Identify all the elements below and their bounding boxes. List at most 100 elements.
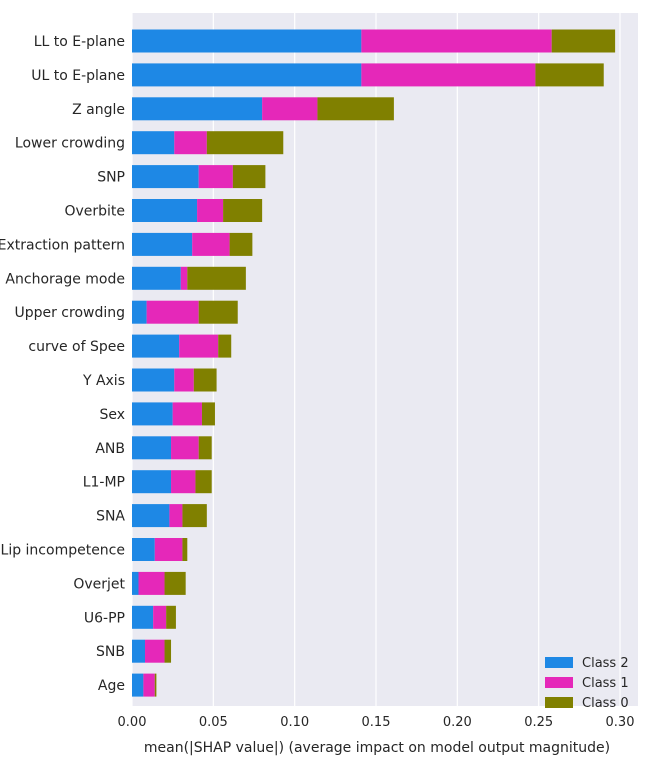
bar-class-1 — [153, 605, 167, 629]
bar-class-0 — [206, 131, 284, 155]
y-tick-label: Lip incompetence — [1, 543, 125, 559]
bars-group — [132, 29, 616, 697]
bar-class-0 — [154, 673, 157, 697]
x-tick-label: 0.05 — [199, 715, 228, 730]
bar-class-1 — [171, 436, 199, 460]
y-tick-label: curve of Spee — [28, 339, 125, 355]
y-tick-label: SNP — [97, 170, 125, 186]
bar-class-2 — [132, 673, 144, 697]
y-tick-label: L1-MP — [83, 475, 125, 491]
y-tick-label: Anchorage mode — [5, 271, 125, 287]
bar-class-1 — [169, 504, 183, 528]
y-tick-label: SNB — [96, 644, 125, 660]
bar-class-2 — [132, 436, 172, 460]
y-tick-label: Y Axis — [82, 373, 125, 389]
legend: Class 2 Class 1 Class 0 — [545, 656, 629, 711]
bar-class-0 — [166, 605, 176, 629]
bar-class-1 — [192, 232, 230, 256]
bar-class-0 — [232, 165, 266, 189]
bar-class-0 — [182, 538, 188, 561]
legend-swatch — [545, 697, 573, 708]
bar-class-1 — [174, 368, 194, 392]
x-tick-label: 0.10 — [280, 715, 309, 730]
legend-label: Class 2 — [582, 656, 629, 671]
bar-class-0 — [201, 402, 215, 426]
y-tick-label: U6-PP — [84, 610, 125, 626]
bar-class-2 — [132, 131, 175, 155]
legend-swatch — [545, 677, 573, 688]
bar-class-1 — [180, 266, 188, 290]
bar-class-2 — [132, 639, 146, 663]
bar-class-0 — [187, 266, 246, 290]
x-tick-label: 0.00 — [118, 715, 147, 730]
bar-class-1 — [145, 639, 165, 663]
bar-class-0 — [182, 504, 207, 528]
bar-class-0 — [535, 63, 604, 87]
x-tick-label: 0.20 — [443, 715, 472, 730]
bar-class-2 — [132, 29, 362, 53]
bar-class-0 — [164, 571, 186, 595]
bar-class-0 — [317, 97, 394, 121]
bar-class-2 — [132, 63, 362, 87]
y-tick-label: Z angle — [72, 102, 125, 118]
y-tick-label: Lower crowding — [15, 136, 125, 152]
y-tick-label: Extraction pattern — [0, 237, 125, 253]
bar-class-0 — [198, 436, 212, 460]
bar-class-1 — [171, 470, 196, 494]
bar-class-1 — [361, 29, 552, 53]
plot-area — [132, 13, 638, 706]
bar-class-2 — [132, 538, 155, 561]
bar-class-2 — [132, 334, 180, 358]
bar-class-1 — [174, 131, 207, 155]
bar-class-1 — [179, 334, 219, 358]
x-axis-label: mean(|SHAP value|) (average impact on mo… — [144, 740, 610, 756]
bar-class-0 — [229, 232, 253, 256]
bar-class-1 — [143, 673, 155, 697]
gridlines — [131, 13, 621, 706]
bar-class-2 — [132, 97, 263, 121]
bar-class-1 — [138, 571, 165, 595]
x-tick-label: 0.15 — [362, 715, 391, 730]
bar-class-0 — [198, 300, 238, 324]
bar-class-1 — [146, 300, 199, 324]
bar-class-2 — [132, 232, 193, 256]
bar-class-0 — [218, 334, 232, 358]
bar-class-0 — [551, 29, 616, 53]
bar-class-0 — [164, 639, 172, 663]
bar-class-2 — [132, 199, 198, 222]
bar-class-1 — [198, 165, 233, 189]
y-tick-label: Age — [98, 678, 125, 694]
bar-class-2 — [132, 266, 181, 290]
bar-class-2 — [132, 402, 173, 426]
x-tick-label: 0.25 — [524, 715, 553, 730]
bar-class-1 — [262, 97, 318, 121]
bar-class-1 — [197, 199, 224, 222]
y-tick-labels: LL to E-plane UL to E-plane Z angle Lower c… — [0, 34, 126, 694]
y-tick-label: Sex — [99, 407, 125, 423]
bar-class-1 — [154, 538, 183, 561]
legend-swatch — [545, 657, 573, 668]
bar-class-2 — [132, 605, 154, 629]
bar-class-1 — [172, 402, 202, 426]
x-tick-label: 0.30 — [606, 715, 635, 730]
y-tick-label: Overjet — [73, 576, 125, 592]
bar-class-1 — [361, 63, 536, 87]
bar-class-0 — [223, 199, 263, 222]
bar-class-2 — [132, 470, 172, 494]
y-tick-label: ANB — [95, 441, 125, 457]
y-tick-label: Overbite — [64, 204, 125, 220]
bar-class-0 — [193, 368, 217, 392]
y-tick-label: UL to E-plane — [31, 68, 125, 84]
x-tick-labels: 0.00 0.05 0.10 0.15 0.20 0.25 0.30 — [118, 715, 635, 730]
legend-label: Class 1 — [582, 676, 629, 691]
y-tick-label: SNA — [96, 509, 125, 525]
bar-class-2 — [132, 504, 170, 528]
y-tick-label: LL to E-plane — [34, 34, 125, 50]
bar-class-2 — [132, 165, 199, 189]
bar-class-2 — [132, 368, 175, 392]
y-tick-label: Upper crowding — [14, 305, 125, 321]
bar-class-2 — [132, 571, 139, 595]
bar-class-0 — [195, 470, 212, 494]
legend-label: Class 0 — [582, 696, 629, 711]
